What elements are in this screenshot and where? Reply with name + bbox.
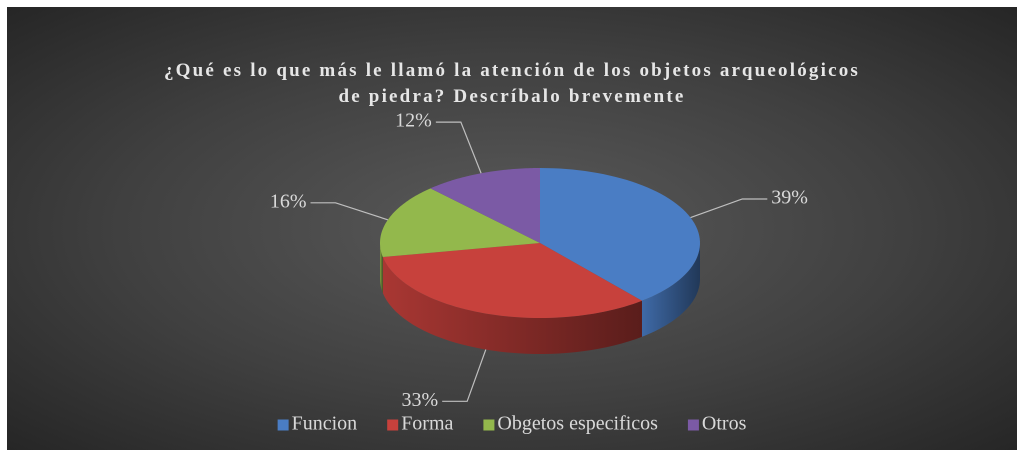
slice [382, 243, 642, 318]
legend-swatch [483, 419, 495, 431]
slice [430, 168, 540, 243]
leader-line [690, 198, 768, 219]
chart-title: ¿Qué es lo que más le llamó la atención … [163, 60, 861, 107]
slice-side [380, 243, 383, 294]
data-label: 33% [401, 389, 438, 411]
slice-side [641, 243, 700, 337]
leader-line [310, 202, 389, 221]
leader-line [435, 121, 482, 174]
data-label: 16% [270, 190, 307, 212]
leader-line [442, 349, 487, 402]
slice [380, 188, 540, 258]
data-label: 39% [771, 187, 808, 209]
data-label: 12% [395, 110, 432, 132]
slice [540, 168, 700, 301]
slice-side [382, 257, 642, 354]
legend-swatch [687, 419, 699, 431]
legend-label: Funcion [292, 413, 358, 435]
legend-label: Obgetos especificos [497, 413, 658, 435]
legend-label: Forma [401, 413, 453, 435]
legend-swatch [387, 419, 399, 431]
legend-swatch [277, 419, 289, 431]
legend-label: Otros [702, 413, 747, 435]
